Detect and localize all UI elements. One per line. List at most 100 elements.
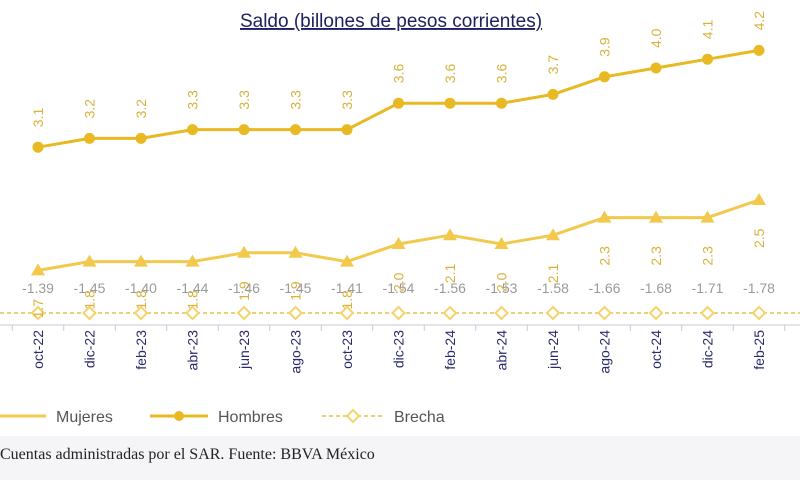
x-tick-label: oct-24 — [648, 330, 664, 369]
brecha-point — [339, 305, 355, 321]
hombres-data-label: 4.1 — [700, 20, 716, 40]
brecha-point — [442, 305, 458, 321]
mujeres-data-label: 2.1 — [545, 264, 561, 284]
hombres-data-label: 3.3 — [236, 90, 252, 110]
x-tick-label: oct-22 — [30, 330, 46, 369]
hombres-data-label: 3.9 — [597, 37, 613, 57]
mujeres-data-label: 2.3 — [700, 246, 716, 266]
mujeres-point — [546, 228, 560, 241]
hombres-data-label: 3.2 — [133, 99, 149, 119]
hombres-data-label: 3.2 — [82, 99, 98, 119]
brecha-point — [597, 305, 612, 321]
mujeres-point — [597, 210, 612, 223]
hombres-point — [753, 44, 765, 56]
series-layer — [0, 44, 800, 321]
caption: Cuentas administradas por el SAR. Fuente… — [0, 446, 375, 463]
brecha-point — [545, 305, 561, 321]
x-tick-label: abr-23 — [185, 330, 201, 371]
hombres-point — [599, 71, 610, 83]
mujeres-point — [391, 237, 406, 249]
brecha-point — [494, 305, 509, 321]
brecha-data-label: -1.41 — [331, 280, 363, 296]
mujeres-point — [237, 245, 251, 258]
brecha-data-label: -1.54 — [383, 280, 415, 296]
mujeres-point — [31, 263, 45, 276]
brecha-data-label: -1.71 — [692, 280, 724, 296]
legend-hombres-label: Hombres — [218, 409, 283, 426]
hombres-data-label: 3.6 — [442, 64, 458, 84]
mujeres-point — [288, 245, 303, 258]
mujeres-data-label: 1.8 — [82, 290, 98, 310]
brecha-point — [391, 305, 406, 321]
line-chart: Saldo (billones de pesos corrientes) oct… — [0, 11, 800, 426]
mujeres-data-label: 1.8 — [339, 290, 355, 310]
brecha-data-label: -1.66 — [589, 280, 621, 296]
hombres-point — [702, 53, 713, 65]
mujeres-point — [494, 237, 509, 249]
data-labels: 3.1 3.2 3.2 3.3 3.3 3.3 3.3 3.6 3.6 3.6 3.7 3.9 4.0 4… — [22, 11, 775, 319]
mujeres-data-label: 2.1 — [442, 264, 458, 284]
mujeres-point — [752, 193, 766, 205]
hombres-data-label: 4.0 — [648, 28, 664, 48]
mujeres-point — [443, 228, 457, 241]
brecha-point — [82, 305, 97, 321]
hombres-data-label: 3.7 — [545, 55, 561, 75]
legend-mujeres-label: Mujeres — [56, 409, 113, 426]
hombres-point — [84, 132, 95, 144]
legend-hombres-marker — [174, 411, 184, 421]
x-tick-label: dic-23 — [391, 330, 407, 368]
hombres-data-label: 3.1 — [30, 108, 46, 128]
brecha-data-label: -1.58 — [537, 280, 569, 296]
hombres-point — [444, 97, 456, 109]
x-tick-label: oct-23 — [339, 330, 355, 369]
mujeres-data-label: 2.0 — [494, 272, 510, 292]
mujeres-data-label: 2.0 — [391, 272, 407, 292]
hombres-data-label: 3.3 — [339, 90, 355, 110]
hombres-point — [496, 97, 507, 109]
brecha-point — [648, 305, 664, 321]
legend: Mujeres Hombres Brecha — [0, 408, 445, 426]
hombres-point — [187, 124, 198, 136]
hombres-point — [32, 141, 44, 153]
brecha-point — [288, 305, 303, 321]
mujeres-data-label: 1.8 — [185, 290, 201, 310]
mujeres-data-label: 2.3 — [648, 246, 664, 266]
x-tick-label: abr-24 — [494, 330, 510, 371]
hombres-point — [393, 97, 404, 109]
brecha-data-label: -1.44 — [177, 280, 209, 296]
brecha-point — [30, 305, 46, 321]
brecha-data-label: -1.45 — [280, 280, 312, 296]
mujeres-data-label: 2.5 — [751, 228, 767, 248]
mujeres-data-label: 1.8 — [133, 290, 149, 310]
brecha-point — [700, 305, 715, 321]
mujeres-point — [82, 254, 97, 267]
caption-band — [0, 436, 800, 480]
mujeres-point — [134, 254, 148, 267]
x-axis: oct-22 dic-22 feb-23 abr-23 jun-23 ago-23 oct-… — [0, 324, 800, 374]
brecha-point — [751, 305, 767, 321]
mujeres-point — [700, 210, 715, 223]
brecha-data-label: -1.53 — [486, 280, 518, 296]
x-tick-label: feb-25 — [751, 330, 767, 370]
x-tick-label: feb-24 — [442, 330, 458, 370]
x-tick-label: jun-24 — [545, 330, 561, 370]
x-tick-label: dic-24 — [700, 330, 716, 368]
brecha-data-label: -1.46 — [228, 280, 260, 296]
hombres-point — [547, 88, 559, 100]
brecha-data-label: -1.56 — [434, 280, 466, 296]
hombres-data-label: 3.3 — [185, 90, 201, 110]
chart-title: Saldo (billones de pesos corrientes) — [240, 11, 542, 32]
brecha-data-label: -1.78 — [743, 280, 775, 296]
mujeres-data-label: 2.3 — [597, 246, 613, 266]
hombres-data-label: 3.6 — [494, 64, 510, 84]
hombres-point — [135, 132, 147, 144]
mujeres-data-label: 1.9 — [236, 281, 252, 301]
x-tick-label: feb-23 — [133, 330, 149, 370]
hombres-point — [341, 124, 353, 136]
hombres-data-label: 3.3 — [288, 90, 304, 110]
mujeres-data-label: 1.7 — [30, 299, 46, 319]
hombres-data-label: 3.6 — [391, 64, 407, 84]
hombres-point — [290, 124, 301, 136]
brecha-data-label: -1.45 — [74, 280, 106, 296]
